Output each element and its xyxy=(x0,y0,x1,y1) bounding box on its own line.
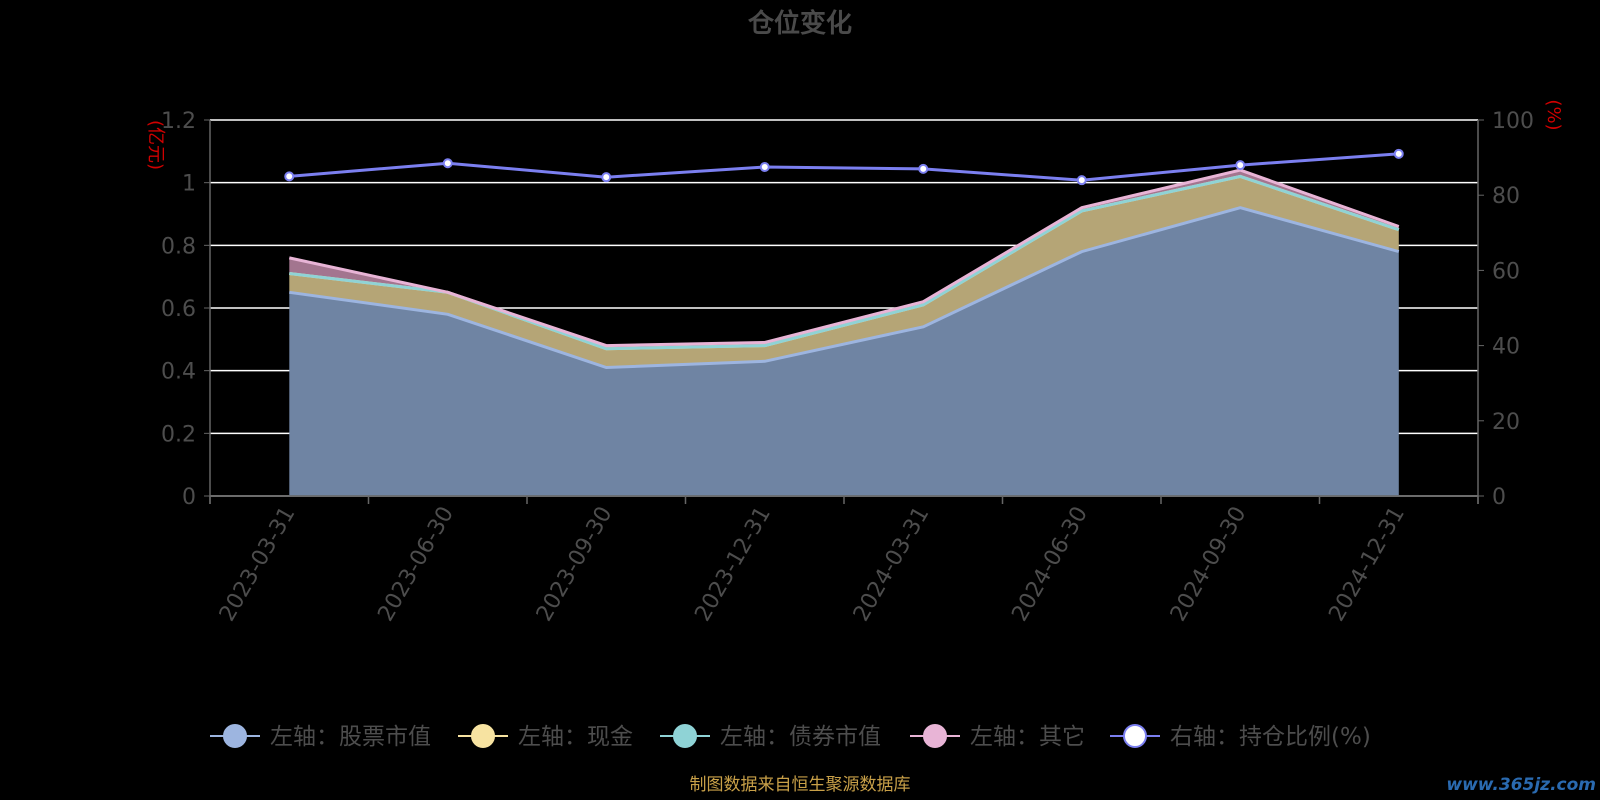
legend: 左轴：股票市值 左轴：现金 左轴：债券市值 左轴：其它 右轴：持仓比例(%) xyxy=(210,724,1371,750)
area-edge-左轴：股票市值 xyxy=(289,206,1400,370)
series-lines xyxy=(284,148,1404,370)
ratio-point xyxy=(1235,160,1246,171)
legend-label: 左轴：其它 xyxy=(970,724,1085,750)
stacked-areas xyxy=(289,170,1399,496)
right-tick-label: 80 xyxy=(1492,184,1520,209)
x-tick-label: 2023-09-30 xyxy=(532,503,618,626)
legend-marker xyxy=(223,724,247,748)
source-note: 制图数据来自恒生聚源数据库 xyxy=(690,775,911,795)
left-tick-label: 0 xyxy=(182,485,196,510)
x-tick-label: 2023-12-31 xyxy=(690,503,776,626)
x-tick-label: 2023-06-30 xyxy=(373,503,459,626)
x-tick-label: 2024-03-31 xyxy=(849,503,935,626)
left-tick-label: 0.2 xyxy=(161,422,196,447)
ratio-point xyxy=(1076,175,1087,186)
series-line-ratio xyxy=(289,152,1399,182)
left-tick-label: 1.2 xyxy=(161,109,196,134)
area-左轴：现金 xyxy=(289,176,1399,368)
ratio-point xyxy=(1393,148,1404,159)
x-tick-label: 2024-06-30 xyxy=(1007,503,1093,626)
right-axis-unit: (%) xyxy=(1543,99,1564,130)
watermark: www.365jz.com xyxy=(1446,775,1596,795)
legend-item: 左轴：债券市值 xyxy=(660,724,881,750)
chart-title: 仓位变化 xyxy=(747,8,852,39)
left-tick-label: 1 xyxy=(182,172,196,197)
legend-label: 左轴：现金 xyxy=(518,724,633,750)
right-tick-label: 100 xyxy=(1492,109,1534,134)
area-edge-左轴：其它 xyxy=(288,168,1400,348)
legend-label: 右轴：持仓比例(%) xyxy=(1170,724,1371,750)
legend-item: 左轴：现金 xyxy=(458,724,633,750)
right-tick-label: 0 xyxy=(1492,485,1506,510)
legend-item: 左轴：股票市值 xyxy=(210,724,431,750)
left-axis-unit: (亿元) xyxy=(145,120,166,170)
legend-item: 右轴：持仓比例(%) xyxy=(1110,724,1371,750)
legend-marker xyxy=(471,724,495,748)
area-左轴：股票市值 xyxy=(289,207,1399,496)
left-tick-label: 0.4 xyxy=(161,360,196,385)
legend-label: 左轴：债券市值 xyxy=(720,724,881,750)
legend-marker xyxy=(673,724,697,748)
right-tick-label: 20 xyxy=(1492,410,1520,435)
legend-item: 左轴：其它 xyxy=(910,724,1085,750)
left-tick-label: 0.8 xyxy=(161,234,196,259)
x-tick-label: 2023-03-31 xyxy=(215,503,301,626)
legend-label: 左轴：股票市值 xyxy=(270,724,431,750)
ratio-point xyxy=(442,158,453,169)
ratio-point xyxy=(759,162,770,172)
x-tick-label: 2024-09-30 xyxy=(1166,503,1252,626)
ratio-point xyxy=(601,172,612,183)
ratio-point xyxy=(284,171,295,182)
left-tick-label: 0.6 xyxy=(161,297,196,322)
legend-marker xyxy=(1123,724,1147,748)
right-tick-label: 60 xyxy=(1492,259,1520,284)
x-tick-label: 2024-12-31 xyxy=(1324,503,1410,626)
ratio-point xyxy=(918,163,929,174)
right-tick-label: 40 xyxy=(1492,335,1520,360)
legend-marker xyxy=(923,724,947,748)
